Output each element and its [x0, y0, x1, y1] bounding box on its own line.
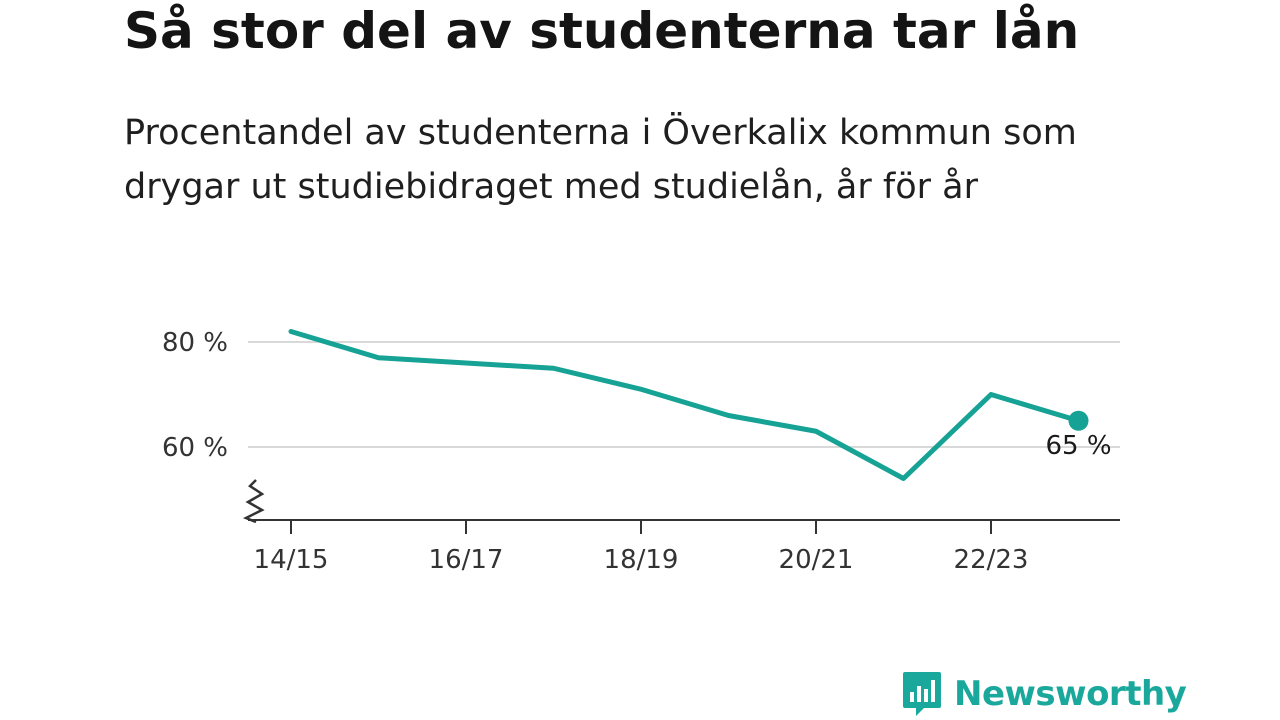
x-tick-label: 14/15 — [254, 545, 329, 575]
y-tick-label: 80 % — [162, 328, 228, 358]
x-axis: 14/15 16/17 18/19 20/21 22/23 — [248, 519, 1120, 575]
series: 65 % — [288, 329, 1112, 481]
newsworthy-logo-text: Newsworthy — [954, 674, 1187, 714]
axis-break-icon — [242, 479, 265, 524]
x-tick-label: 18/19 — [604, 545, 679, 575]
newsworthy-logo: Newsworthy — [902, 670, 1187, 718]
x-tick-label: 22/23 — [954, 545, 1029, 575]
gridlines — [248, 341, 1120, 448]
newsworthy-logo-icon — [903, 672, 941, 716]
x-tick-label: 20/21 — [779, 545, 854, 575]
chart-title: Så stor del av studenterna tar lån — [124, 2, 1080, 60]
chart-subtitle: Procentandel av studenterna i Överkalix … — [124, 113, 1077, 207]
end-point-marker — [1068, 410, 1089, 431]
y-axis: 60 % 80 % — [162, 328, 228, 463]
end-value-label: 65 % — [1045, 431, 1111, 461]
x-tick-label: 16/17 — [429, 545, 504, 575]
y-tick-label: 60 % — [162, 433, 228, 463]
axis-break-zigzag — [242, 479, 265, 524]
series-line — [288, 329, 1081, 481]
